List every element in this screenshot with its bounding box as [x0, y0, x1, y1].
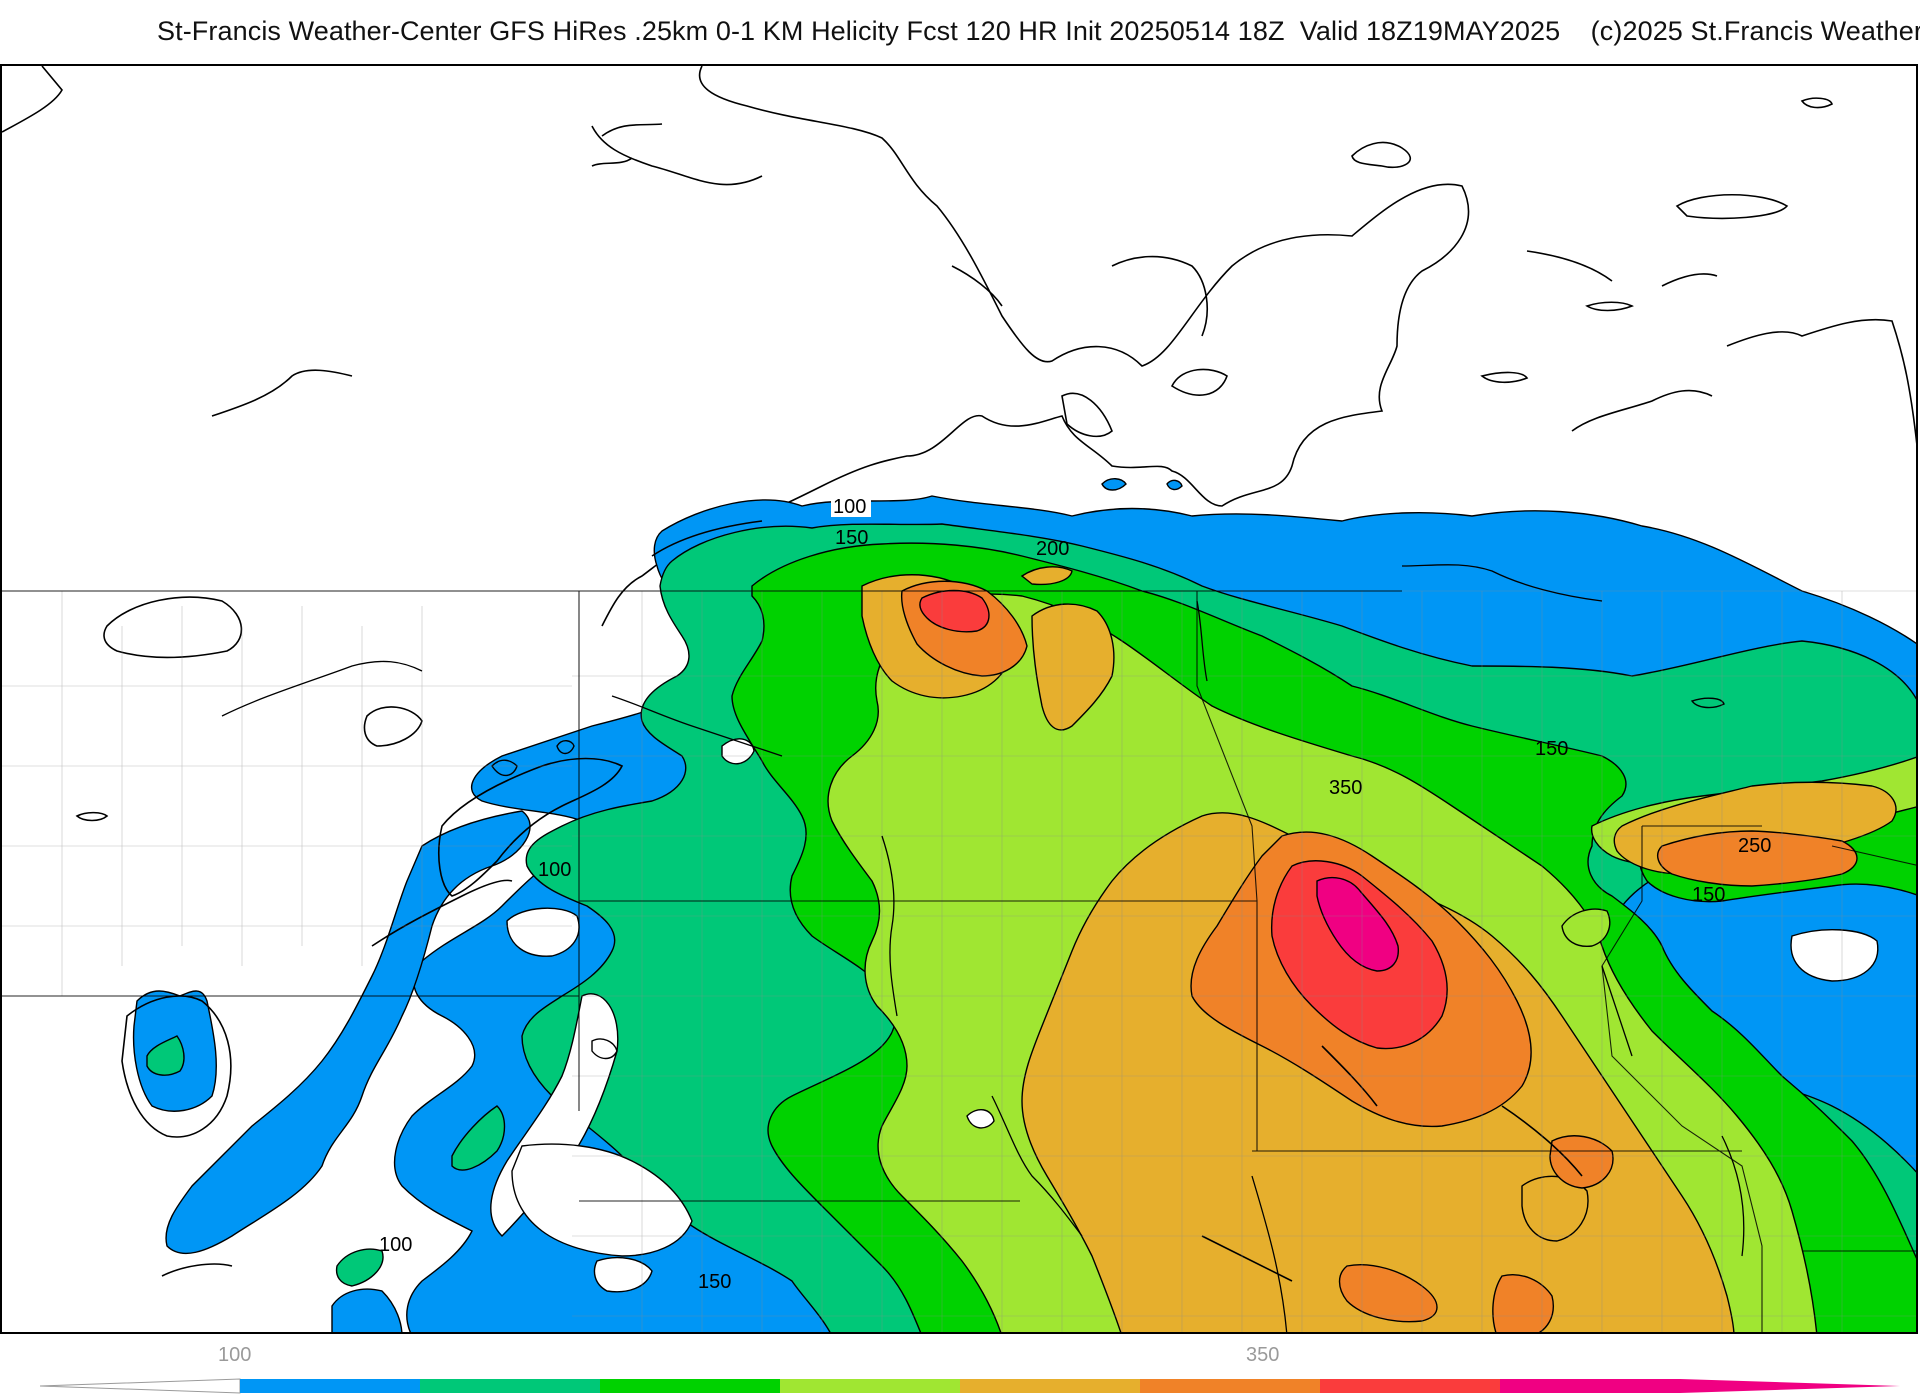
contour-label-100-sw: 100 [379, 1234, 412, 1256]
legend-bins [240, 1379, 1681, 1393]
rivers [221, 564, 1745, 1332]
legend-bin-8 [1500, 1379, 1681, 1393]
contour-label-150-east: 150 [1535, 738, 1568, 760]
helicity-map[interactable]: 100 150 200 350 150 250 150 100 100 150 [0, 64, 1918, 1334]
legend-bin-1 [240, 1379, 421, 1393]
legend-bin-7 [1320, 1379, 1501, 1393]
contour-label-350: 350 [1329, 777, 1362, 799]
legend-bin-6 [1140, 1379, 1321, 1393]
map-canvas: 100 150 200 350 150 250 150 100 100 150 [2, 66, 1916, 1332]
contour-label-250: 250 [1738, 835, 1771, 857]
map-title: St-Francis Weather-Center GFS HiRes .25k… [157, 16, 1920, 46]
contour-labels: 100 150 200 350 150 250 150 100 100 150 [379, 495, 1771, 1293]
contour-label-100-west: 100 [538, 859, 571, 881]
color-legend: 100 350 [0, 1334, 1920, 1400]
legend-bin-4 [780, 1379, 961, 1393]
legend-tick-high: 350 [1246, 1344, 1280, 1366]
helicity-fill [132, 478, 1916, 1332]
contour-label-200: 200 [1036, 538, 1069, 560]
legend-bin-under [40, 1378, 241, 1394]
contour-label-150-south: 150 [698, 1271, 731, 1293]
contour-label-100-north: 100 [833, 496, 866, 518]
coastlines [2, 66, 1916, 627]
legend-bin-3 [600, 1379, 781, 1393]
low-helicity-holes [490, 738, 1879, 1293]
legend-bin-5 [960, 1379, 1141, 1393]
legend-bin-over [1680, 1379, 1900, 1393]
map-header: St-Francis Weather-Center GFS HiRes .25k… [0, 0, 1920, 64]
legend-bin-2 [420, 1379, 601, 1393]
state-boundaries [2, 590, 1916, 1332]
contour-label-150-north: 150 [835, 527, 868, 549]
contour-label-150-se: 150 [1692, 884, 1725, 906]
legend-colorbar [40, 1378, 1900, 1394]
legend-tick-low: 100 [218, 1344, 252, 1366]
